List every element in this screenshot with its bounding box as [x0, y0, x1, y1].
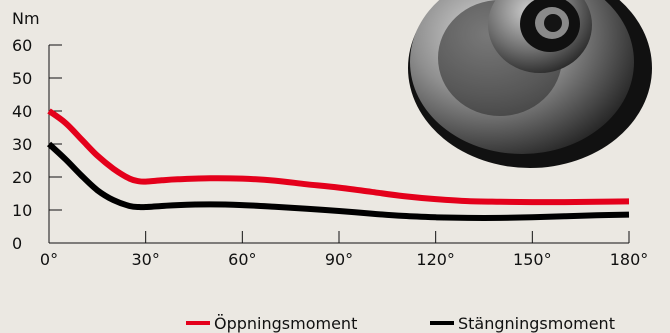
legend: Öppningsmoment Stängningsmoment: [186, 314, 615, 333]
y-tick-label: 30: [12, 135, 32, 154]
x-tick-label: 90°: [325, 250, 353, 269]
y-axis-unit-label: Nm: [12, 9, 40, 28]
axes: Nm 0 10 20 30 40 50 60 0° 30° 60° 90° 120° 150° 180°: [12, 9, 648, 269]
y-tick-label: 40: [12, 102, 32, 121]
legend-label: Öppningsmoment: [214, 314, 357, 333]
y-tick-label: 20: [12, 168, 32, 187]
series-line-closing: [46, 141, 630, 221]
x-tick-label: 0°: [40, 250, 58, 269]
y-tick-label: 10: [12, 201, 32, 220]
x-tick-label: 120°: [416, 250, 455, 269]
x-tick-label: 150°: [513, 250, 552, 269]
x-tick-label: 60°: [228, 250, 256, 269]
y-tick-label: 0: [12, 234, 22, 253]
y-tick-label: 60: [12, 36, 32, 55]
x-tick-label: 180°: [610, 250, 649, 269]
series-line-opening: [47, 108, 630, 206]
x-tick-label: 30°: [131, 250, 159, 269]
legend-label: Stängningsmoment: [458, 314, 615, 333]
door-closer-pivot-photo: [408, 0, 652, 168]
y-tick-label: 50: [12, 69, 32, 88]
series-lines: [46, 108, 630, 221]
